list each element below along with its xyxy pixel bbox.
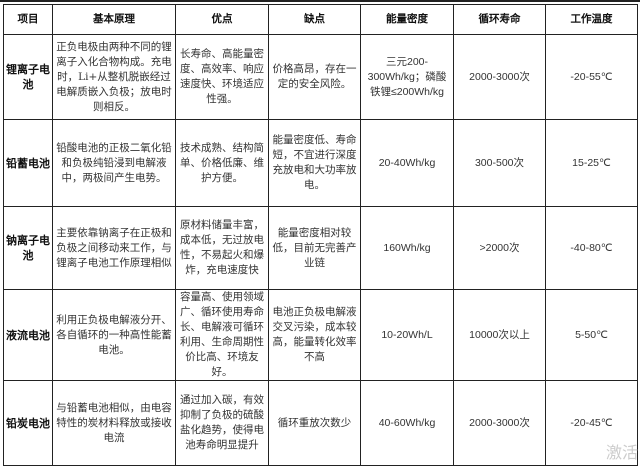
cell-pros: 通过加入碳，有效抑制了负极的硫酸盐化趋势，使得电池寿命明显提升 bbox=[175, 380, 269, 466]
cell-energy-density: 40-60Wh/kg bbox=[360, 380, 454, 466]
cell-pros: 长寿命、高能量密度、高效率、响应速度快、环境适应性强。 bbox=[175, 34, 269, 120]
cell-energy-density: 10-20Wh/L bbox=[360, 289, 454, 381]
table-row: 铅蓄电池 铅酸电池的正极二氧化铅和负极纯铅浸到电解液中，两极间产生电势。 技术成熟、… bbox=[3, 119, 638, 207]
table-row: 液流电池 利用正负极电解液分开、各自循环的一种高性能蓄电池。 容量高、使用领域广、循… bbox=[3, 289, 638, 381]
cell-principle: 与铅蓄电池相似，由电容特性的炭材料释放或接收电流 bbox=[52, 380, 176, 466]
cell-principle: 主要依靠钠离子在正极和负极之间移动来工作，与锂离子电池工作原理相似 bbox=[52, 206, 176, 290]
header-energy-density: 能量密度 bbox=[360, 4, 454, 35]
cell-energy-density: 三元200-300Wh/kg；磷酸铁锂≤200Wh/kg bbox=[360, 34, 454, 120]
table-row: 钠离子电池 主要依靠钠离子在正极和负极之间移动来工作，与锂离子电池工作原理相似 原材… bbox=[3, 206, 638, 290]
cell-principle: 正负电极由两种不同的锂离子入化合物构成。充电时，Li+从整机脱嵌经过电解质嵌入负… bbox=[52, 34, 176, 120]
table-row: 锂离子电池 正负电极由两种不同的锂离子入化合物构成。充电时，Li+从整机脱嵌经过电… bbox=[3, 34, 638, 120]
cell-cons: 价格高昂，存在一定的安全风险。 bbox=[268, 34, 361, 120]
cell-cycle-life: 300-500次 bbox=[453, 119, 546, 207]
cell-cons: 能量密度相对较低，目前无完善产业链 bbox=[268, 206, 361, 290]
header-cycle-life: 循环寿命 bbox=[453, 4, 546, 35]
cell-cons: 电池正负极电解液交叉污染，成本较高，能量转化效率不高 bbox=[268, 289, 361, 381]
cell-temperature: -40-80℃ bbox=[545, 206, 638, 290]
cell-temperature: 15-25℃ bbox=[545, 119, 638, 207]
battery-comparison-table: 项目 基本原理 优点 缺点 能量密度 循环寿命 工作温度 锂离子电池 正负电极由两… bbox=[3, 4, 638, 466]
cell-name: 液流电池 bbox=[3, 289, 53, 381]
cell-name: 铅炭电池 bbox=[3, 380, 53, 466]
cell-pros: 技术成熟、结构简单、价格低廉、维护方便。 bbox=[175, 119, 269, 207]
cell-cycle-life: 2000-3000次 bbox=[453, 34, 546, 120]
header-principle: 基本原理 bbox=[52, 4, 176, 35]
cell-energy-density: 20-40Wh/kg bbox=[360, 119, 454, 207]
cell-cons: 循环重放次数少 bbox=[268, 380, 361, 466]
header-cons: 缺点 bbox=[268, 4, 361, 35]
cell-pros: 容量高、使用领域广、循环使用寿命长、电解液可循环利用、生命周期性价比高、环境友好… bbox=[175, 289, 269, 381]
top-rule bbox=[0, 0, 640, 2]
cell-cycle-life: 2000-3000次 bbox=[453, 380, 546, 466]
cell-principle: 铅酸电池的正极二氧化铅和负极纯铅浸到电解液中，两极间产生电势。 bbox=[52, 119, 176, 207]
cell-name: 锂离子电池 bbox=[3, 34, 53, 120]
cell-name: 钠离子电池 bbox=[3, 206, 53, 290]
header-temperature: 工作温度 bbox=[545, 4, 638, 35]
watermark: 激活 bbox=[605, 443, 638, 462]
cell-pros: 原材料储量丰富，成本低，无过放电性，不易起火和爆炸，充电速度快 bbox=[175, 206, 269, 290]
header-row: 项目 基本原理 优点 缺点 能量密度 循环寿命 工作温度 bbox=[3, 4, 638, 35]
cell-cycle-life: >2000次 bbox=[453, 206, 546, 290]
cell-cons: 能量密度低、寿命短，不宜进行深度充放电和大功率放电。 bbox=[268, 119, 361, 207]
cell-energy-density: 160Wh/kg bbox=[360, 206, 454, 290]
cell-temperature: -20-55℃ bbox=[545, 34, 638, 120]
cell-cycle-life: 10000次以上 bbox=[453, 289, 546, 381]
header-item: 项目 bbox=[3, 4, 53, 35]
cell-temperature: 5-50℃ bbox=[545, 289, 638, 381]
cell-temperature: -20-45℃ bbox=[545, 380, 638, 466]
cell-principle: 利用正负极电解液分开、各自循环的一种高性能蓄电池。 bbox=[52, 289, 176, 381]
header-pros: 优点 bbox=[175, 4, 269, 35]
cell-name: 铅蓄电池 bbox=[3, 119, 53, 207]
table-row: 铅炭电池 与铅蓄电池相似，由电容特性的炭材料释放或接收电流 通过加入碳，有效抑制了负… bbox=[3, 380, 638, 466]
